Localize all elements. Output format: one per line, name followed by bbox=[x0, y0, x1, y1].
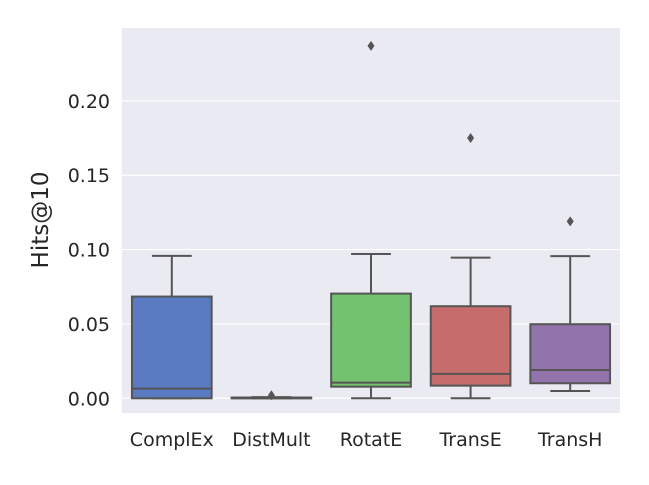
y-tick-label: 0.15 bbox=[68, 165, 110, 187]
box-transh bbox=[529, 216, 612, 392]
y-tick-label: 0.00 bbox=[68, 388, 110, 410]
x-tick-label: RotatE bbox=[340, 429, 403, 451]
box-transe bbox=[429, 133, 512, 400]
box-iqr bbox=[429, 305, 512, 387]
box-distmult bbox=[230, 390, 313, 401]
y-tick-label: 0.20 bbox=[68, 91, 110, 113]
x-tick-labels: ComplEx DistMult RotatE TransE TransH bbox=[130, 429, 603, 451]
outlier-marker bbox=[367, 40, 375, 51]
box-rotate bbox=[330, 40, 412, 400]
x-tick-label: TransH bbox=[537, 429, 603, 451]
y-tick-label: 0.10 bbox=[68, 240, 110, 262]
box-complex bbox=[130, 254, 213, 400]
y-tick-labels: 0.00 0.05 0.10 0.15 0.20 bbox=[68, 91, 110, 410]
x-tick-label: DistMult bbox=[232, 429, 310, 451]
boxes bbox=[130, 40, 612, 401]
outlier-marker bbox=[467, 133, 475, 144]
y-tick-label: 0.05 bbox=[68, 314, 110, 336]
x-tick-label: ComplEx bbox=[130, 429, 214, 451]
box-iqr bbox=[330, 292, 412, 388]
outlier-marker bbox=[566, 216, 574, 227]
y-axis-label: Hits@10 bbox=[28, 172, 54, 269]
box-iqr bbox=[529, 323, 612, 385]
box-iqr bbox=[130, 295, 213, 400]
outlier-marker bbox=[267, 390, 275, 401]
x-tick-label: TransE bbox=[438, 429, 501, 451]
